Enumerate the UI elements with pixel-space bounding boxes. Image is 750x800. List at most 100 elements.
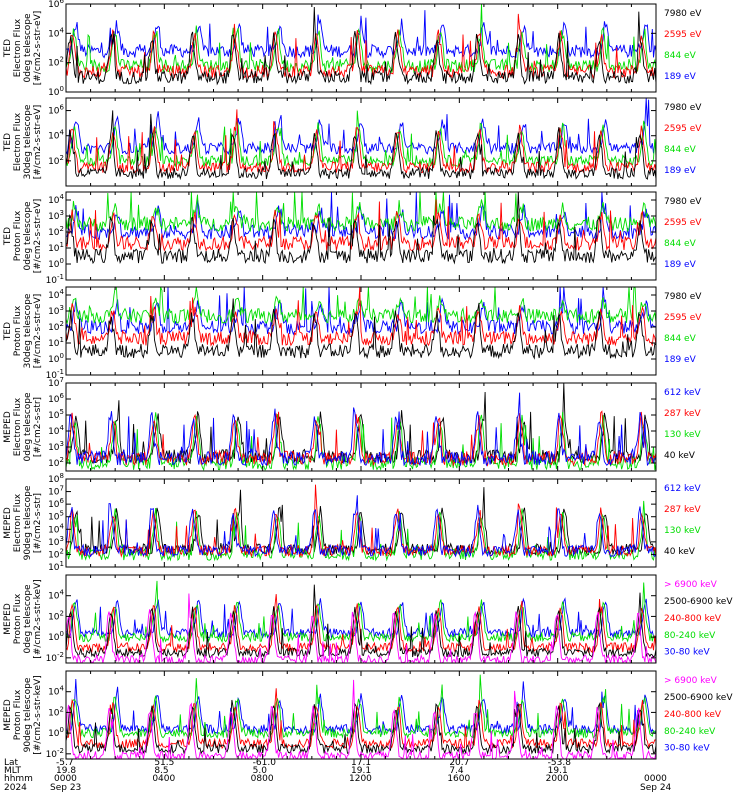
legend-entry: 2595 eV <box>664 124 702 134</box>
series-trace-844-ev <box>66 110 656 168</box>
time-axis-value: 8.5 <box>154 766 168 776</box>
legend-entry: 612 keV <box>664 388 701 398</box>
panel-7-traces <box>66 580 656 663</box>
time-axis-value: 51.5 <box>154 758 174 768</box>
y-axis-label: [#/cm2-s-str] <box>33 493 43 553</box>
y-tick-label: 108 <box>48 472 64 485</box>
time-axis-value: 1200 <box>349 774 372 784</box>
y-axis-label: Proton Flux <box>13 689 23 740</box>
y-tick-label: 102 <box>48 609 64 622</box>
y-axis-label: MEPED <box>3 411 13 443</box>
y-axis-label: [#/cm2-s-str-keV] <box>33 579 43 658</box>
y-axis-label: Proton Flux <box>13 210 23 261</box>
y-tick-label: 104 <box>48 522 64 535</box>
legend-entry: 130 keV <box>664 430 701 440</box>
legend-entry: 2595 eV <box>664 313 702 323</box>
legend-entry: 189 eV <box>664 260 697 270</box>
y-axis-label: MEPED <box>3 699 13 731</box>
time-axis-value: -61.0 <box>253 758 277 768</box>
series-trace-844-ev <box>66 192 656 233</box>
legend-entry: 7980 eV <box>664 197 702 207</box>
time-axis-value: 7.4 <box>449 766 464 776</box>
y-tick-label: 102 <box>48 456 64 469</box>
time-axis-value: 19.1 <box>351 766 371 776</box>
y-tick-label: 100 <box>48 85 64 98</box>
series-trace-2595-ev <box>66 109 656 174</box>
y-axis-label: 30deg telescope <box>23 104 33 179</box>
legend-entry: 612 keV <box>664 484 701 494</box>
legend-entry: 40 keV <box>664 451 696 461</box>
time-axis-value: 19.8 <box>56 766 76 776</box>
legend-entry: 30-80 keV <box>664 648 710 658</box>
series-trace-7980-ev <box>66 6 656 86</box>
legend-entry: 30-80 keV <box>664 744 710 754</box>
panel-2-traces <box>66 98 656 181</box>
y-tick-label: 105 <box>48 510 64 523</box>
y-tick-label: 10-2 <box>46 651 64 664</box>
legend-entry: 189 eV <box>664 72 697 82</box>
time-axis: Lat -5.7 51.5 -61.0 17.1 20.7 -53.8 MLT 19.8 8.5 5… <box>4 758 672 793</box>
y-tick-label: 104 <box>48 193 64 206</box>
panel-5-traces <box>66 383 656 471</box>
y-axis-label: TED <box>3 133 13 152</box>
series-trace-7980-ev <box>66 298 656 360</box>
panel-8-traces <box>66 674 656 759</box>
time-axis-value: 0800 <box>251 774 274 784</box>
series-trace-844-ev <box>66 287 656 325</box>
y-tick-label: 102 <box>48 154 64 167</box>
y-tick-label: 103 <box>48 440 64 453</box>
series-trace--6900-kev <box>66 679 656 759</box>
time-axis-row-label: Lat <box>4 758 19 768</box>
series-trace-189-ev <box>66 192 656 241</box>
legend-entry: 7980 eV <box>664 103 702 113</box>
legend-entry: 844 eV <box>664 239 697 249</box>
legend-entry: 240-800 keV <box>664 614 722 624</box>
panel-7: 10-2 100 102 104 MEPED Proton Flux 0deg telesc… <box>3 574 733 664</box>
legend-entry: 844 eV <box>664 145 697 155</box>
time-axis-value: 1600 <box>447 774 470 784</box>
y-tick-label: 101 <box>48 560 64 573</box>
y-tick-label: 104 <box>48 589 64 602</box>
y-axis-label: Electron Flux <box>13 18 23 77</box>
y-tick-label: 101 <box>48 336 64 349</box>
legend-entry: 130 keV <box>664 526 701 536</box>
legend-entry: > 6900 keV <box>664 676 718 686</box>
legend-entry: 7980 eV <box>664 9 702 19</box>
time-axis-value: 0000 <box>644 774 667 784</box>
y-tick-label: 10-1 <box>46 368 64 381</box>
legend-entry: 80-240 keV <box>664 631 716 641</box>
panel-4-traces <box>66 287 656 360</box>
y-tick-label: 101 <box>48 241 64 254</box>
series-trace-612-kev <box>66 495 656 558</box>
time-axis-row-label: hhmm <box>4 774 33 784</box>
y-axis-label: 0deg telescope <box>23 392 33 462</box>
y-tick-label: 100 <box>48 352 64 365</box>
legend-entry: 2595 eV <box>664 30 702 40</box>
series-trace-240-800-kev <box>66 688 656 750</box>
y-axis-label: [#/cm2-s-str] <box>33 397 43 457</box>
time-axis-value: 0000 <box>54 774 77 784</box>
y-axis-label: [#/cm2-s-str-eV] <box>33 11 43 86</box>
legend-entry: 844 eV <box>664 334 697 344</box>
y-axis-label: 30deg telescope <box>23 293 33 368</box>
y-tick-label: 106 <box>48 392 64 405</box>
y-axis-label: MEPED <box>3 507 13 539</box>
y-tick-label: 106 <box>48 104 64 117</box>
y-tick-label: 100 <box>48 630 64 643</box>
time-axis-value: -5.7 <box>56 758 74 768</box>
y-axis-label: 90deg telescope <box>23 485 33 560</box>
y-tick-label: 105 <box>48 408 64 421</box>
y-axis-label: [#/cm2-s-str-eV] <box>33 199 43 274</box>
y-tick-label: 103 <box>48 535 64 548</box>
y-axis-label: 0deg telescope <box>23 13 33 83</box>
time-axis-value: 20.7 <box>449 758 469 768</box>
y-tick-label: 100 <box>48 726 64 739</box>
series-trace-80-240-kev <box>66 580 656 644</box>
series-trace-612-kev <box>66 392 656 467</box>
y-tick-label: 104 <box>48 129 64 142</box>
series-trace-7980-ev <box>66 192 656 265</box>
series-trace-189-ev <box>66 98 656 156</box>
y-tick-label: 100 <box>48 257 64 270</box>
legend-entry: 189 eV <box>664 166 697 176</box>
